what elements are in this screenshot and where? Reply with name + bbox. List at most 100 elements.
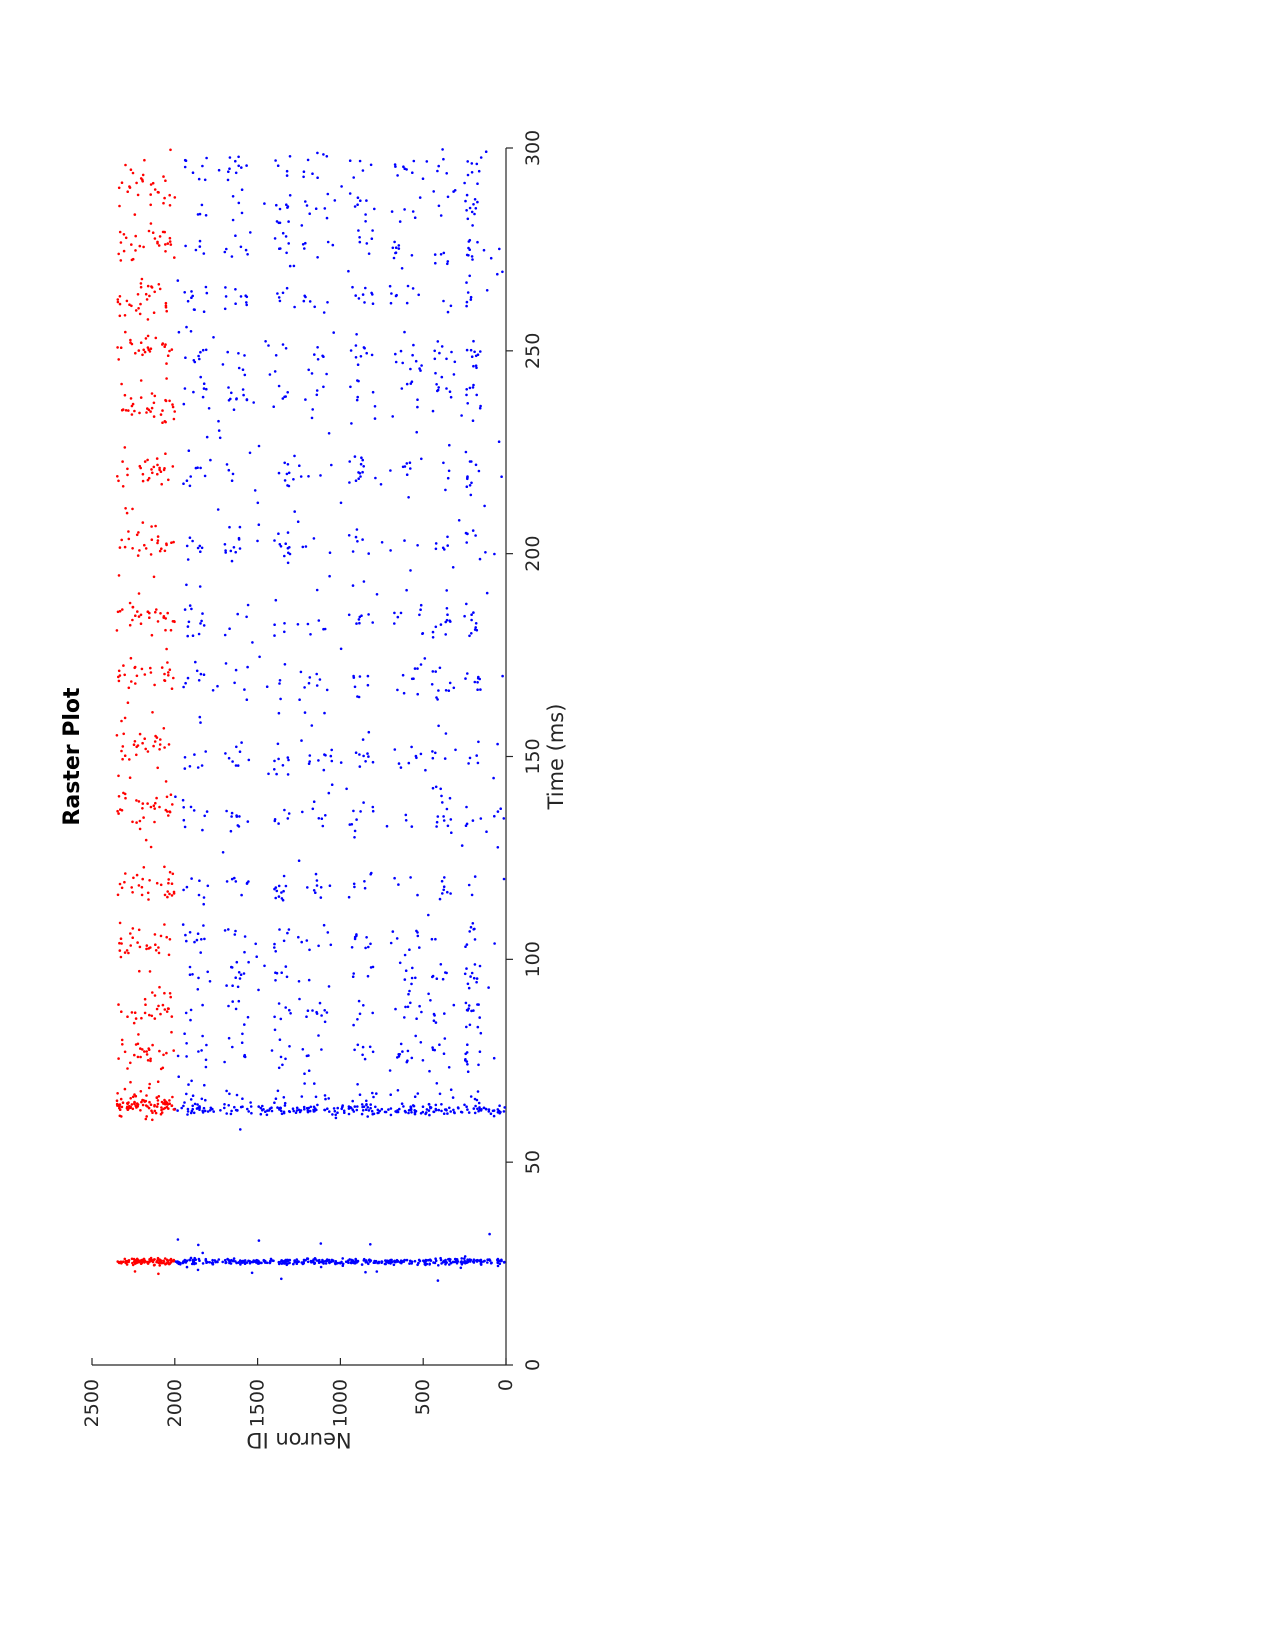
spike-point (139, 396, 143, 399)
spike-point (326, 1107, 329, 1110)
spike-point (482, 248, 486, 252)
spike-point (234, 234, 237, 237)
spike-point (417, 293, 421, 297)
spike-point (371, 805, 375, 809)
spike-point (280, 1277, 283, 1281)
spike-point (465, 193, 469, 197)
spike-point (307, 1069, 311, 1072)
spike-point (291, 1107, 295, 1110)
spike-points (115, 148, 507, 1282)
spike-point (121, 757, 124, 761)
spike-point (133, 1270, 137, 1273)
spike-point (435, 977, 439, 980)
spike-point (332, 1107, 336, 1110)
spike-point (243, 1262, 247, 1265)
spike-point (361, 1045, 365, 1049)
spike-point (474, 534, 477, 537)
spike-point (465, 602, 468, 606)
spike-point (197, 632, 201, 636)
spike-point (156, 1102, 160, 1106)
spike-point (152, 415, 156, 418)
spike-point (452, 1108, 455, 1112)
spike-point (487, 986, 490, 989)
spike-point (120, 382, 123, 386)
spike-point (277, 1066, 281, 1070)
spike-point (428, 1262, 432, 1266)
spike-point (198, 544, 202, 548)
spike-point (437, 1264, 440, 1267)
spike-point (186, 299, 190, 303)
spike-point (184, 356, 187, 360)
spike-point (362, 346, 366, 349)
spike-point (306, 1110, 310, 1114)
spike-point (421, 1059, 425, 1062)
spike-point (139, 1262, 143, 1265)
spike-point (168, 1102, 171, 1105)
spike-point (475, 1098, 479, 1102)
spike-point (224, 662, 228, 665)
spike-point (148, 1082, 151, 1086)
spike-point (371, 965, 375, 969)
spike-point (446, 890, 449, 894)
spike-point (161, 421, 164, 425)
spike-point (353, 1048, 356, 1052)
spike-point (369, 1106, 372, 1110)
spike-point (496, 1258, 499, 1262)
spike-point (184, 159, 188, 162)
spike-point (499, 1110, 502, 1114)
spike-point (472, 203, 475, 206)
spike-point (273, 819, 277, 823)
spike-point (118, 314, 122, 318)
spike-point (143, 543, 146, 547)
spike-point (234, 880, 238, 883)
spike-point (151, 711, 154, 714)
spike-point (197, 1243, 200, 1247)
spike-point (472, 339, 475, 343)
spike-point (223, 1258, 227, 1262)
spike-point (465, 943, 469, 946)
spike-point (328, 1110, 331, 1113)
spike-point (191, 973, 194, 976)
spike-point (129, 341, 132, 344)
spike-point (125, 949, 129, 952)
spike-point (147, 229, 151, 233)
spike-point (453, 189, 457, 192)
spike-point (135, 753, 138, 757)
spike-point (322, 153, 325, 156)
spike-point (288, 264, 292, 268)
spike-point (416, 692, 420, 696)
spike-point (265, 1113, 269, 1117)
spike-point (300, 739, 303, 742)
spike-point (456, 1106, 460, 1109)
spike-point (345, 787, 348, 791)
spike-point (119, 346, 123, 350)
spike-point (397, 762, 401, 765)
spike-point (151, 181, 155, 185)
spike-point (450, 350, 453, 354)
spike-point (375, 593, 379, 596)
spike-point (167, 953, 171, 957)
spike-point (286, 931, 289, 935)
spike-point (474, 622, 478, 625)
spike-point (167, 814, 170, 817)
spike-point (161, 1003, 165, 1007)
spike-point (223, 1106, 226, 1110)
spike-point (154, 336, 158, 340)
spike-point (235, 397, 238, 400)
spike-point (138, 969, 141, 973)
spike-point (190, 290, 193, 293)
spike-point (152, 465, 156, 469)
spike-point (239, 245, 243, 249)
spike-point (413, 216, 417, 219)
spike-point (396, 1089, 400, 1092)
spike-point (149, 203, 152, 207)
spike-point (146, 1059, 150, 1062)
spike-point (471, 819, 475, 822)
spike-point (470, 1009, 473, 1013)
spike-point (204, 285, 208, 289)
spike-point (153, 740, 157, 743)
spike-point (361, 1109, 365, 1112)
spike-point (186, 558, 190, 561)
